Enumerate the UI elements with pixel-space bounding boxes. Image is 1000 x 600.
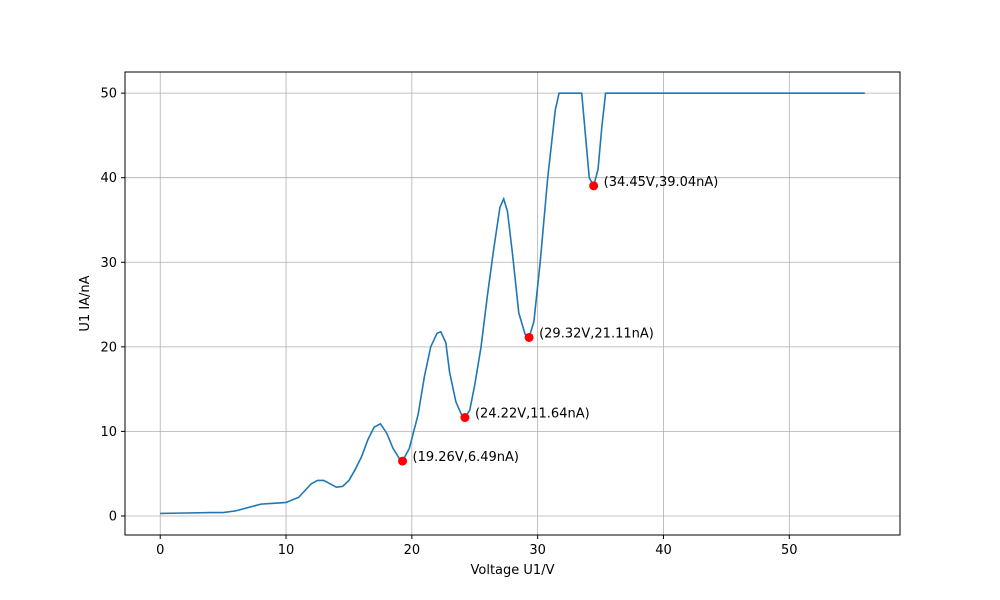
grid	[125, 72, 900, 535]
minimum-marker	[460, 413, 470, 423]
minimum-annotations: (19.26V,6.49nA) (24.22V,11.64nA) (29.32V,2…	[413, 175, 719, 465]
series-line	[160, 92, 865, 515]
x-tick-label: 20	[404, 543, 421, 558]
y-tick-label: 40	[100, 171, 117, 186]
x-axis-ticks: 0 10 20 30 40 50	[156, 535, 798, 558]
x-axis-label: Voltage U1/V	[471, 563, 555, 578]
y-tick-label: 50	[100, 87, 117, 102]
minimum-annotation: (34.45V,39.04nA)	[604, 175, 719, 190]
y-tick-label: 0	[109, 509, 117, 524]
y-tick-label: 30	[100, 256, 117, 271]
x-tick-label: 30	[529, 543, 546, 558]
y-tick-label: 10	[100, 425, 117, 440]
minimum-marker	[589, 181, 599, 191]
minimum-marker	[398, 456, 408, 466]
x-tick-label: 0	[156, 543, 164, 558]
minimum-marker	[524, 332, 534, 342]
y-axis-ticks: 0 10 20 30 40 50	[100, 87, 125, 524]
plot-frame	[124, 71, 901, 536]
minimum-markers	[398, 181, 599, 466]
x-tick-label: 10	[278, 543, 295, 558]
y-tick-label: 20	[100, 340, 117, 355]
y-axis-label: U1 IA/nA	[78, 275, 93, 331]
minimum-annotation: (24.22V,11.64nA)	[475, 407, 590, 422]
minimum-annotation: (19.26V,6.49nA)	[413, 450, 519, 465]
x-tick-label: 50	[781, 543, 798, 558]
x-tick-label: 40	[655, 543, 672, 558]
minimum-annotation: (29.32V,21.11nA)	[539, 326, 654, 341]
